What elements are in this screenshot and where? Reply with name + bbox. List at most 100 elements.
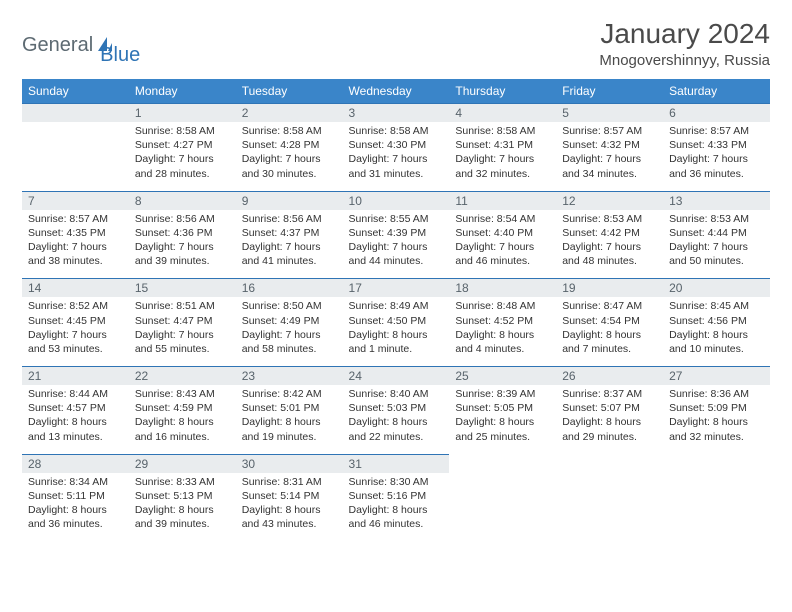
day-number: 29 xyxy=(129,454,236,473)
daylight-text-2: and 10 minutes. xyxy=(669,342,766,356)
sunset-text: Sunset: 4:37 PM xyxy=(242,226,339,240)
sunset-text: Sunset: 4:50 PM xyxy=(349,314,446,328)
day-cell: 11Sunrise: 8:54 AMSunset: 4:40 PMDayligh… xyxy=(449,191,556,279)
day-cell: 4Sunrise: 8:58 AMSunset: 4:31 PMDaylight… xyxy=(449,103,556,191)
daylight-text-1: Daylight: 7 hours xyxy=(135,240,232,254)
sunset-text: Sunset: 5:11 PM xyxy=(28,489,125,503)
sunset-text: Sunset: 5:07 PM xyxy=(562,401,659,415)
week-row: 28 Sunrise: 8:34 AMSunset: 5:11 PM Dayligh… xyxy=(22,454,770,542)
sunset-text: Sunset: 4:54 PM xyxy=(562,314,659,328)
day-number: 1 xyxy=(129,103,236,122)
sunrise-text: Sunrise: 8:44 AM xyxy=(28,387,125,401)
sunset-text: Sunset: 4:35 PM xyxy=(28,226,125,240)
day-number: 11 xyxy=(449,191,556,210)
sunset-text: Sunset: 4:45 PM xyxy=(28,314,125,328)
day-body: Sunrise: 8:43 AMSunset: 4:59 PMDaylight:… xyxy=(129,385,236,454)
sunset-text: Sunset: 4:36 PM xyxy=(135,226,232,240)
daylight-text-1: Daylight: 7 hours xyxy=(135,152,232,166)
daylight-text-1: Daylight: 7 hours xyxy=(242,152,339,166)
day-number: 4 xyxy=(449,103,556,122)
day-body: Sunrise: 8:56 AMSunset: 4:37 PMDaylight:… xyxy=(236,210,343,279)
daylight-text-1: Daylight: 8 hours xyxy=(349,328,446,342)
daylight-text-2: and 32 minutes. xyxy=(455,167,552,181)
day-cell: 20Sunrise: 8:45 AMSunset: 4:56 PMDayligh… xyxy=(663,278,770,366)
daylight-text-2: and 34 minutes. xyxy=(562,167,659,181)
day-number: 12 xyxy=(556,191,663,210)
sunset-text: Sunset: 4:27 PM xyxy=(135,138,232,152)
sunrise-text: Sunrise: 8:45 AM xyxy=(669,299,766,313)
day-number: 8 xyxy=(129,191,236,210)
title-block: January 2024 Mnogovershinnyy, Russia xyxy=(599,18,770,69)
location-text: Mnogovershinnyy, Russia xyxy=(599,52,770,69)
sunset-text: Sunset: 4:52 PM xyxy=(455,314,552,328)
day-cell: 22Sunrise: 8:43 AMSunset: 4:59 PMDayligh… xyxy=(129,366,236,454)
day-cell: 17Sunrise: 8:49 AMSunset: 4:50 PMDayligh… xyxy=(343,278,450,366)
day-cell xyxy=(663,454,770,542)
day-body: Sunrise: 8:57 AMSunset: 4:33 PMDaylight:… xyxy=(663,122,770,191)
daylight-text-2: and 43 minutes. xyxy=(242,517,339,531)
day-cell: 18Sunrise: 8:48 AMSunset: 4:52 PMDayligh… xyxy=(449,278,556,366)
sunset-text: Sunset: 5:03 PM xyxy=(349,401,446,415)
sunset-text: Sunset: 4:47 PM xyxy=(135,314,232,328)
day-number: 23 xyxy=(236,366,343,385)
daylight-text-1: Daylight: 7 hours xyxy=(242,240,339,254)
day-number: 6 xyxy=(663,103,770,122)
day-body: Sunrise: 8:45 AMSunset: 4:56 PMDaylight:… xyxy=(663,297,770,366)
day-cell: 14Sunrise: 8:52 AMSunset: 4:45 PMDayligh… xyxy=(22,278,129,366)
sunrise-text: Sunrise: 8:34 AM xyxy=(28,475,125,489)
sunrise-text: Sunrise: 8:53 AM xyxy=(562,212,659,226)
day-number: 9 xyxy=(236,191,343,210)
daylight-text-1: Daylight: 7 hours xyxy=(135,328,232,342)
day-number: 15 xyxy=(129,278,236,297)
day-body: Sunrise: 8:36 AMSunset: 5:09 PMDaylight:… xyxy=(663,385,770,454)
day-number: 30 xyxy=(236,454,343,473)
day-cell: 24Sunrise: 8:40 AMSunset: 5:03 PMDayligh… xyxy=(343,366,450,454)
day-number: 28 xyxy=(22,454,129,473)
day-number: 31 xyxy=(343,454,450,473)
day-body: Sunrise: 8:39 AMSunset: 5:05 PMDaylight:… xyxy=(449,385,556,454)
sunrise-text: Sunrise: 8:51 AM xyxy=(135,299,232,313)
daylight-text-2: and 1 minute. xyxy=(349,342,446,356)
day-cell: 2Sunrise: 8:58 AMSunset: 4:28 PMDaylight… xyxy=(236,103,343,191)
day-body xyxy=(22,122,129,148)
day-cell: 31Sunrise: 8:30 AMSunset: 5:16 PMDayligh… xyxy=(343,454,450,542)
day-cell: 25Sunrise: 8:39 AMSunset: 5:05 PMDayligh… xyxy=(449,366,556,454)
day-number: 27 xyxy=(663,366,770,385)
day-number: 2 xyxy=(236,103,343,122)
sunset-text: Sunset: 4:33 PM xyxy=(669,138,766,152)
daylight-text-1: Daylight: 8 hours xyxy=(135,503,232,517)
day-cell: 27Sunrise: 8:36 AMSunset: 5:09 PMDayligh… xyxy=(663,366,770,454)
day-cell: 23Sunrise: 8:42 AMSunset: 5:01 PMDayligh… xyxy=(236,366,343,454)
day-body: Sunrise: 8:51 AMSunset: 4:47 PMDaylight:… xyxy=(129,297,236,366)
day-number: 10 xyxy=(343,191,450,210)
day-number: 22 xyxy=(129,366,236,385)
daylight-text-2: and 53 minutes. xyxy=(28,342,125,356)
daylight-text-1: Daylight: 7 hours xyxy=(28,240,125,254)
daylight-text-2: and 44 minutes. xyxy=(349,254,446,268)
day-number: 20 xyxy=(663,278,770,297)
day-number: 25 xyxy=(449,366,556,385)
sunrise-text: Sunrise: 8:31 AM xyxy=(242,475,339,489)
page-header: General Blue January 2024 Mnogovershinny… xyxy=(22,18,770,69)
daylight-text-2: and 31 minutes. xyxy=(349,167,446,181)
daylight-text-1: Daylight: 8 hours xyxy=(242,415,339,429)
day-cell: 8Sunrise: 8:56 AMSunset: 4:36 PMDaylight… xyxy=(129,191,236,279)
daylight-text-2: and 28 minutes. xyxy=(135,167,232,181)
day-cell: 16Sunrise: 8:50 AMSunset: 4:49 PMDayligh… xyxy=(236,278,343,366)
daylight-text-2: and 19 minutes. xyxy=(242,430,339,444)
brand-blue: Blue xyxy=(100,44,140,67)
day-cell: 12Sunrise: 8:53 AMSunset: 4:42 PMDayligh… xyxy=(556,191,663,279)
day-cell: 13Sunrise: 8:53 AMSunset: 4:44 PMDayligh… xyxy=(663,191,770,279)
sunrise-text: Sunrise: 8:42 AM xyxy=(242,387,339,401)
sunset-text: Sunset: 5:13 PM xyxy=(135,489,232,503)
day-cell: 6Sunrise: 8:57 AMSunset: 4:33 PMDaylight… xyxy=(663,103,770,191)
day-cell: 15Sunrise: 8:51 AMSunset: 4:47 PMDayligh… xyxy=(129,278,236,366)
sunrise-text: Sunrise: 8:54 AM xyxy=(455,212,552,226)
day-number: 7 xyxy=(22,191,129,210)
calendar-table: Sunday Monday Tuesday Wednesday Thursday… xyxy=(22,79,770,541)
daylight-text-1: Daylight: 7 hours xyxy=(455,152,552,166)
daylight-text-1: Daylight: 7 hours xyxy=(562,152,659,166)
sunset-text: Sunset: 5:14 PM xyxy=(242,489,339,503)
sunset-text: Sunset: 4:32 PM xyxy=(562,138,659,152)
day-number xyxy=(22,103,129,122)
